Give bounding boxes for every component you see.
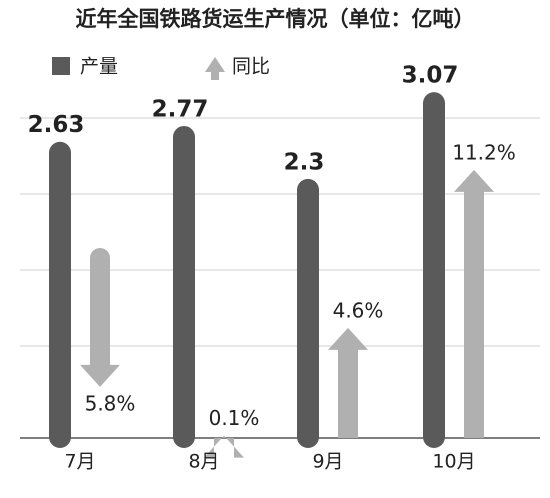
legend-arrow bbox=[205, 57, 225, 80]
legend-swatch bbox=[52, 57, 70, 75]
x-tick-label: 10月 bbox=[432, 451, 475, 473]
growth-arrow bbox=[328, 327, 368, 438]
growth-value-label: 11.2% bbox=[452, 140, 516, 164]
chart-title: 近年全国铁路货运生产情况（单位：亿吨） bbox=[76, 7, 475, 31]
x-tick-label: 9月 bbox=[312, 451, 343, 473]
x-tick-label: 7月 bbox=[64, 451, 95, 473]
bar bbox=[49, 141, 71, 449]
bar bbox=[423, 92, 445, 449]
bar bbox=[297, 178, 319, 449]
bar-value-label: 2.63 bbox=[28, 112, 85, 138]
growth-arrow bbox=[80, 248, 120, 387]
growth-value-label: 0.1% bbox=[209, 406, 260, 430]
bar bbox=[173, 125, 195, 448]
growth-value-label: 5.8% bbox=[85, 391, 136, 415]
legend-label: 产量 bbox=[80, 56, 118, 78]
growth-arrow bbox=[204, 435, 244, 458]
bar-value-label: 2.77 bbox=[152, 96, 209, 122]
growth-arrow bbox=[454, 169, 494, 438]
x-tick-label: 8月 bbox=[188, 451, 219, 473]
bar-value-label: 2.3 bbox=[284, 149, 325, 175]
legend-label: 同比 bbox=[232, 56, 270, 78]
growth-value-label: 4.6% bbox=[333, 298, 384, 322]
bar-value-label: 3.07 bbox=[402, 63, 459, 89]
